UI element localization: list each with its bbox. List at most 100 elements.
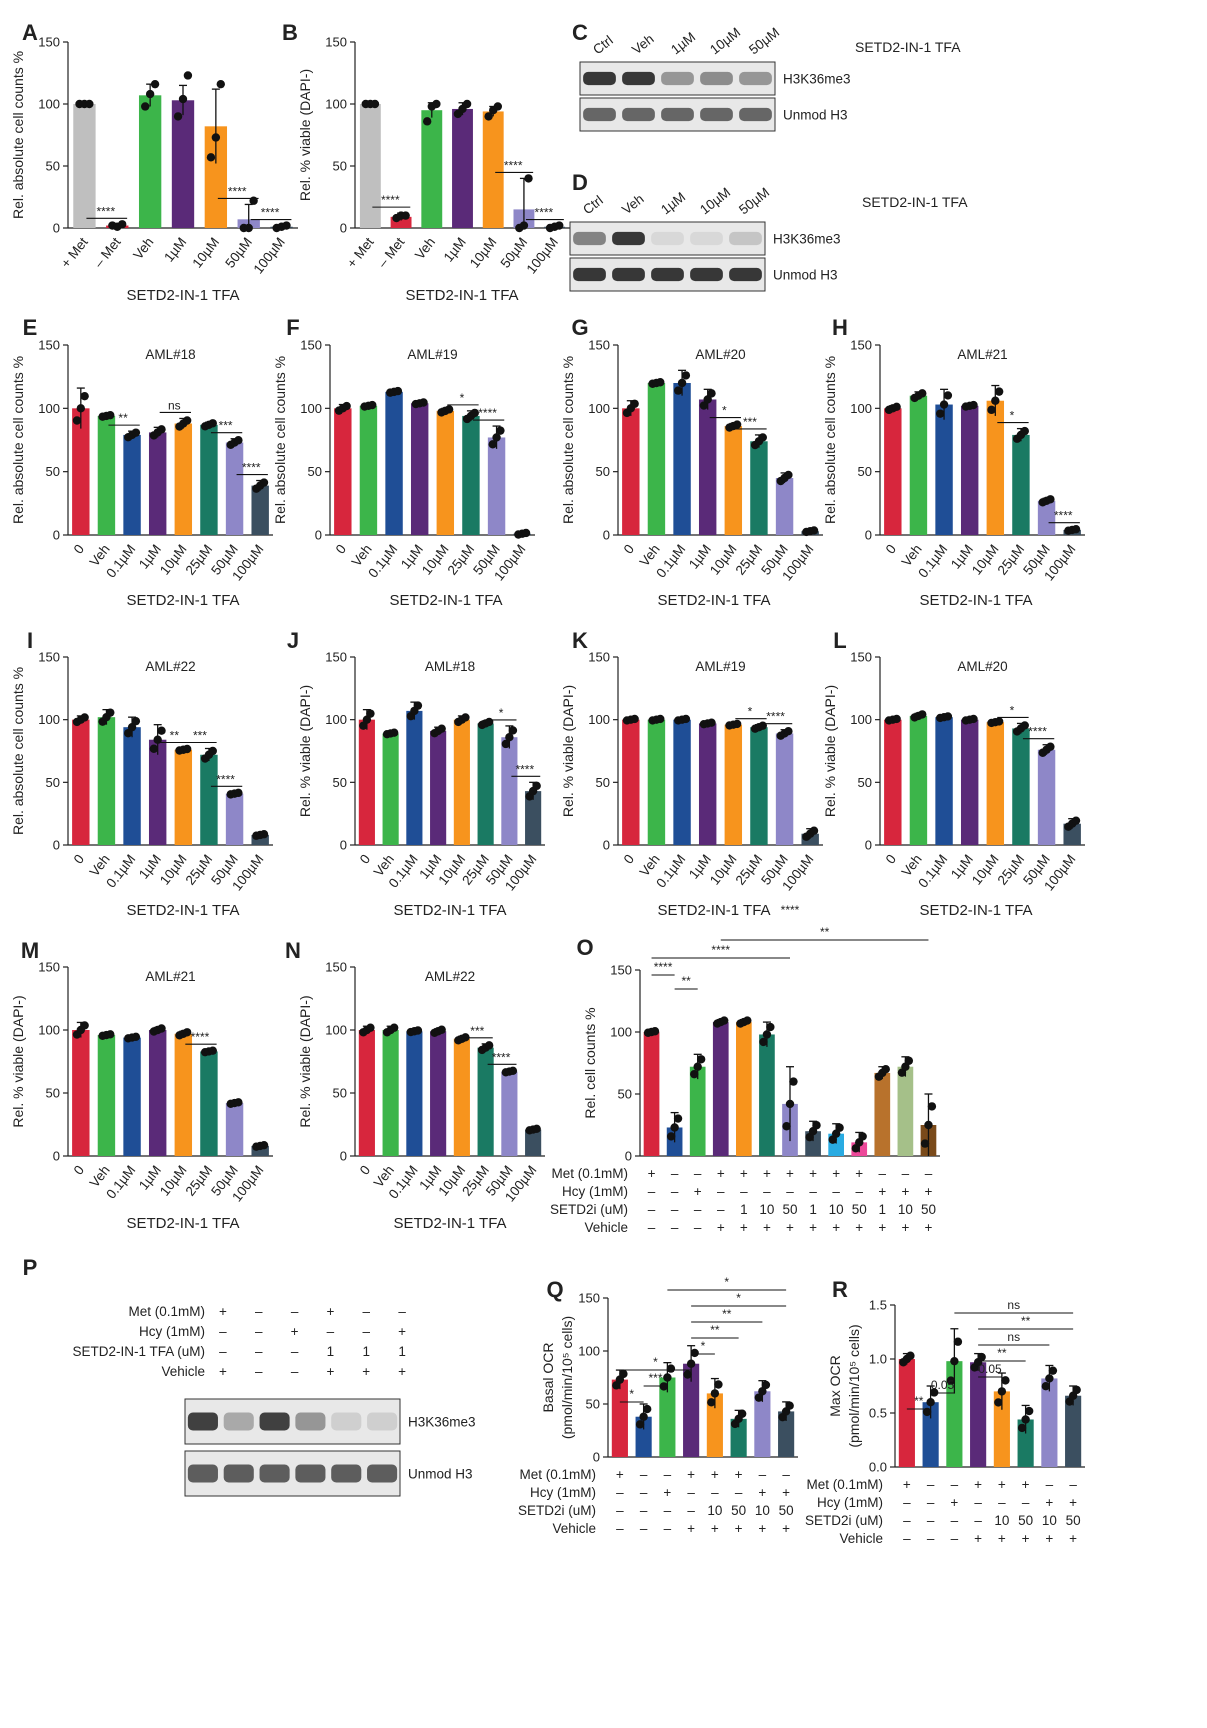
bar <box>525 791 542 845</box>
y-tick-label: 0 <box>593 1450 600 1465</box>
condition-value: + <box>398 1364 406 1379</box>
data-point <box>766 1022 775 1032</box>
lane-label: 1µM <box>668 29 698 57</box>
data-point <box>366 1023 375 1032</box>
condition-value: – <box>782 1467 790 1482</box>
data-point <box>259 830 269 839</box>
bar <box>647 719 666 845</box>
bar <box>501 737 518 845</box>
condition-value: – <box>398 1304 406 1319</box>
condition-value: + <box>758 1485 766 1500</box>
y-tick-label: 150 <box>578 1291 600 1306</box>
condition-value: + <box>832 1166 840 1181</box>
condition-value: – <box>362 1304 370 1319</box>
y-tick-label: 50 <box>858 464 872 479</box>
bar <box>171 100 195 228</box>
data-point <box>1048 1366 1058 1375</box>
condition-value: 10 <box>759 1202 774 1217</box>
condition-value: – <box>648 1220 656 1235</box>
x-tick-label: 0 <box>357 1163 373 1178</box>
data-point <box>1001 1376 1010 1385</box>
condition-value: + <box>782 1485 790 1500</box>
chart-title: AML#21 <box>957 347 1007 362</box>
x-tick-label: 0.1µM <box>365 542 400 581</box>
data-point <box>1041 1382 1051 1391</box>
condition-value: – <box>832 1184 840 1199</box>
y-tick-label: 0 <box>340 1149 347 1164</box>
blot-band <box>729 231 762 246</box>
condition-value: – <box>927 1495 935 1510</box>
significance-label: ** <box>170 728 180 742</box>
bar <box>174 1033 193 1156</box>
significance-label: **** <box>1028 725 1047 739</box>
x-tick-label: 10µM <box>157 852 190 888</box>
condition-value: + <box>398 1324 406 1339</box>
condition-value: – <box>648 1202 656 1217</box>
x-axis-label: SETD2-IN-1 TFA <box>919 592 1032 609</box>
data-point <box>920 1139 930 1148</box>
data-point <box>76 404 86 413</box>
chart-title: AML#19 <box>695 659 745 674</box>
data-point <box>127 722 137 732</box>
y-tick-label: 100 <box>38 1023 60 1038</box>
y-tick-label: 150 <box>325 960 347 975</box>
significance-label: 0.05 <box>931 1378 955 1392</box>
y-tick-label: 0 <box>53 528 60 543</box>
x-tick-label: 0 <box>621 852 637 867</box>
data-point <box>758 1387 767 1396</box>
condition-label: Vehicle <box>839 1531 883 1546</box>
data-point <box>762 1030 772 1039</box>
bar <box>1012 728 1030 845</box>
bar <box>200 424 218 535</box>
bar <box>643 1032 660 1156</box>
panel-letter: R <box>832 1277 848 1302</box>
significance-label: **** <box>492 1050 511 1064</box>
blot-band <box>622 107 655 122</box>
y-tick-label: 50 <box>596 464 610 479</box>
bar <box>359 405 378 535</box>
y-tick-label: 50 <box>308 464 322 479</box>
bar <box>482 111 504 228</box>
data-point <box>524 174 533 183</box>
data-point <box>106 1030 115 1039</box>
band-label: Unmod H3 <box>408 1467 473 1482</box>
data-point <box>677 378 687 388</box>
y-axis-label: (pmol/min/10⁵ cells) <box>559 1316 575 1439</box>
bar <box>659 1377 676 1457</box>
condition-label: Hcy (1mM) <box>817 1495 883 1510</box>
condition-value: + <box>711 1521 719 1536</box>
condition-value: + <box>687 1467 695 1482</box>
condition-label: Hcy (1mM) <box>139 1324 205 1339</box>
data-point <box>927 1102 937 1111</box>
x-tick-label: 0.1µM <box>653 852 688 891</box>
data-point <box>106 410 115 420</box>
panel-letter: J <box>287 628 299 653</box>
significance-label: **** <box>766 710 785 724</box>
bar <box>436 410 455 535</box>
y-tick-label: 50 <box>333 159 347 174</box>
condition-value: + <box>974 1477 982 1492</box>
data-point <box>630 714 639 724</box>
condition-value: + <box>763 1220 771 1235</box>
condition-value: + <box>1045 1531 1053 1546</box>
data-point <box>389 1023 399 1032</box>
data-point <box>987 405 996 415</box>
bar <box>1037 749 1056 845</box>
data-point <box>422 117 432 126</box>
panel-letter: B <box>282 20 298 45</box>
condition-value: + <box>901 1220 909 1235</box>
panel-N: N050100150*******0Veh0.1µM1µM10µM25µM50µ… <box>285 938 545 1232</box>
data-point <box>710 1389 720 1398</box>
condition-value: + <box>832 1220 840 1235</box>
x-tick-label: 0 <box>621 542 637 557</box>
significance-label: **** <box>654 960 673 974</box>
condition-value: – <box>694 1220 702 1235</box>
data-point <box>994 387 1004 396</box>
bar <box>1037 500 1056 535</box>
y-axis-label: Basal OCR <box>540 1342 556 1412</box>
condition-value: – <box>616 1503 624 1518</box>
